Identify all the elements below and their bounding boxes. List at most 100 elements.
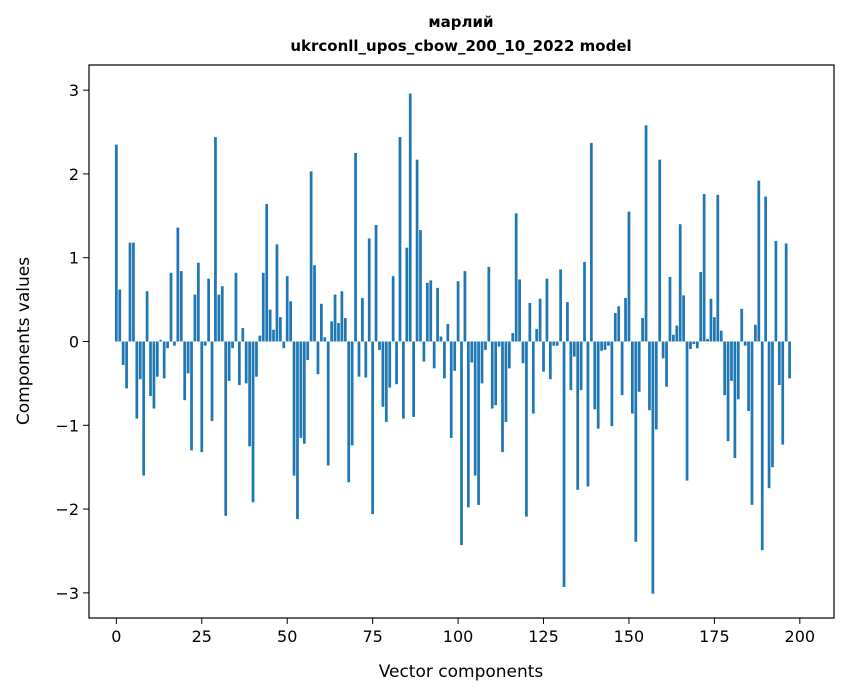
bar-92 xyxy=(429,280,433,342)
bar-62 xyxy=(326,341,330,466)
bar-23 xyxy=(193,294,197,342)
y-tick-label: −1 xyxy=(55,416,79,435)
bar-47 xyxy=(275,244,279,342)
bar-109 xyxy=(487,266,491,342)
bar-34 xyxy=(231,341,234,349)
bar-37 xyxy=(241,328,245,342)
y-tick-label: −3 xyxy=(55,584,79,603)
bar-53 xyxy=(296,341,299,520)
bar-180 xyxy=(730,341,733,381)
bar-179 xyxy=(726,341,730,442)
bar-118 xyxy=(518,279,521,342)
bar-125 xyxy=(542,341,545,372)
bar-102 xyxy=(463,271,467,342)
bar-132 xyxy=(566,302,569,342)
bar-33 xyxy=(227,341,231,381)
bar-55 xyxy=(302,341,306,444)
bar-99 xyxy=(453,341,457,371)
bar-27 xyxy=(207,278,210,342)
bar-73 xyxy=(364,341,368,378)
bar-54 xyxy=(299,341,303,438)
bar-176 xyxy=(716,194,720,342)
bar-161 xyxy=(665,341,668,387)
bar-181 xyxy=(733,341,737,458)
bar-144 xyxy=(607,341,610,346)
bar-15 xyxy=(166,341,169,349)
bar-182 xyxy=(736,341,740,400)
bar-83 xyxy=(398,137,402,342)
bar-101 xyxy=(460,341,463,546)
bar-197 xyxy=(788,341,791,379)
bar-185 xyxy=(747,341,750,412)
bar-123 xyxy=(535,328,539,342)
bar-145 xyxy=(610,341,614,427)
bar-155 xyxy=(644,125,648,342)
bar-168 xyxy=(689,341,692,350)
x-tick-label: 100 xyxy=(443,627,474,646)
bar-35 xyxy=(234,272,238,342)
y-tick-label: 3 xyxy=(69,81,79,100)
bar-84 xyxy=(402,341,405,419)
bar-94 xyxy=(436,287,439,342)
x-tick-label: 150 xyxy=(614,627,645,646)
bar-32 xyxy=(224,341,228,516)
bar-25 xyxy=(200,341,204,453)
bar-173 xyxy=(706,338,709,342)
bar-152 xyxy=(634,341,638,542)
bar-113 xyxy=(501,341,504,453)
x-tick-label: 175 xyxy=(699,627,730,646)
bar-188 xyxy=(757,180,761,342)
bar-105 xyxy=(473,341,477,476)
bar-140 xyxy=(593,341,597,410)
bar-127 xyxy=(548,341,552,380)
bar-52 xyxy=(292,341,296,476)
bar-106 xyxy=(477,341,480,505)
bar-124 xyxy=(538,298,542,342)
bar-88 xyxy=(415,159,419,342)
bar-12 xyxy=(155,341,159,377)
bar-56 xyxy=(306,341,310,360)
bar-191 xyxy=(767,341,771,489)
bar-2 xyxy=(121,341,125,365)
bar-126 xyxy=(545,278,549,342)
bar-158 xyxy=(654,341,658,430)
bar-103 xyxy=(466,341,470,508)
bar-17 xyxy=(173,341,176,346)
bar-150 xyxy=(627,211,631,342)
bar-20 xyxy=(183,341,187,401)
bar-147 xyxy=(617,306,621,342)
bar-184 xyxy=(743,341,747,346)
bar-13 xyxy=(159,339,163,342)
bar-30 xyxy=(217,294,221,342)
bar-6 xyxy=(135,341,139,419)
bar-69 xyxy=(350,341,354,446)
bar-18 xyxy=(176,227,180,342)
bar-77 xyxy=(378,341,381,350)
bar-28 xyxy=(210,341,214,422)
bar-80 xyxy=(388,341,392,388)
bar-196 xyxy=(784,243,788,342)
bar-29 xyxy=(214,137,217,342)
y-tick-label: 0 xyxy=(69,333,79,352)
bar-131 xyxy=(562,341,566,587)
bar-157 xyxy=(651,341,655,594)
bar-51 xyxy=(289,301,292,342)
bar-164 xyxy=(675,325,679,342)
bar-97 xyxy=(446,323,450,342)
bar-57 xyxy=(309,171,313,342)
bar-63 xyxy=(330,321,333,342)
bar-75 xyxy=(371,341,375,515)
y-axis-label: Components values xyxy=(14,257,34,425)
bar-78 xyxy=(381,341,385,407)
bar-50 xyxy=(285,276,289,342)
bar-65 xyxy=(337,323,340,342)
bar-100 xyxy=(456,281,460,342)
bar-107 xyxy=(480,341,484,384)
bar-58 xyxy=(313,265,316,342)
x-tick-label: 125 xyxy=(528,627,559,646)
bar-139 xyxy=(590,142,593,342)
bar-60 xyxy=(320,303,323,342)
bar-24 xyxy=(196,262,200,342)
bar-74 xyxy=(367,238,371,342)
